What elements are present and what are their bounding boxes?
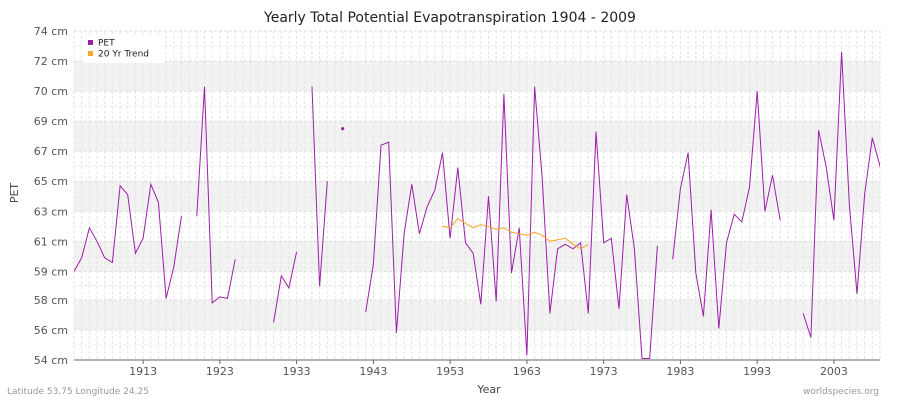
y-tick-label: 65 cm [34, 175, 68, 188]
x-tick-label: 1943 [359, 365, 387, 378]
footer-source: worldspecies.org [803, 387, 879, 397]
y-tick-label: 74 cm [34, 25, 68, 38]
y-tick-label: 72 cm [34, 55, 68, 68]
x-axis-ticks: 1913 1923 1933 1943 1953 1963 1973 1983 1993 2003 [129, 360, 848, 378]
legend-swatch [88, 51, 93, 56]
x-tick-label: 1983 [666, 365, 694, 378]
pet-line-segment [311, 86, 328, 287]
series-layer [74, 51, 880, 359]
x-tick-label: 1923 [206, 365, 234, 378]
chart-title: Yearly Total Potential Evapotranspiratio… [263, 10, 636, 26]
y-tick-label: 59 cm [34, 265, 68, 278]
x-tick-label: 1993 [743, 365, 771, 378]
y-tick-label: 54 cm [34, 354, 68, 367]
x-tick-label: 1973 [590, 365, 618, 378]
legend-swatch [88, 40, 93, 45]
y-tick-label: 61 cm [34, 235, 68, 248]
y-axis-ticks: 54 cm 56 cm 58 cm 59 cm 61 cm 63 cm 65 cm 67 cm… [34, 25, 68, 367]
footer-coordinates: Latitude 53.75 Longitude 24.25 [7, 387, 149, 397]
x-tick-label: 1953 [436, 365, 464, 378]
plot-area [74, 31, 880, 360]
pet-point [341, 127, 345, 131]
y-tick-label: 56 cm [34, 324, 68, 337]
pet-line-segment [273, 251, 298, 323]
legend-background [82, 36, 164, 63]
legend-label: 20 Yr Trend [98, 50, 149, 60]
y-tick-label: 63 cm [34, 205, 68, 218]
y-tick-label: 70 cm [34, 85, 68, 98]
legend-label: PET [98, 39, 115, 49]
y-axis-label: PET [8, 183, 21, 204]
pet-line-segment [672, 91, 781, 329]
y-tick-label: 69 cm [34, 115, 68, 128]
x-tick-label: 2003 [820, 365, 848, 378]
y-tick-label: 67 cm [34, 145, 68, 158]
x-tick-label: 1963 [513, 365, 541, 378]
pet-line-segment [365, 86, 658, 359]
pet-line-segment [196, 86, 236, 304]
x-tick-label: 1913 [129, 365, 157, 378]
20-yr-trend-line-segment [442, 218, 589, 250]
x-axis-label: Year [476, 383, 501, 396]
pet-line-segment [802, 51, 880, 338]
pet-line-segment [74, 182, 182, 299]
x-tick-label: 1933 [283, 365, 311, 378]
grid-lines [73, 30, 881, 361]
y-tick-label: 58 cm [34, 294, 68, 307]
